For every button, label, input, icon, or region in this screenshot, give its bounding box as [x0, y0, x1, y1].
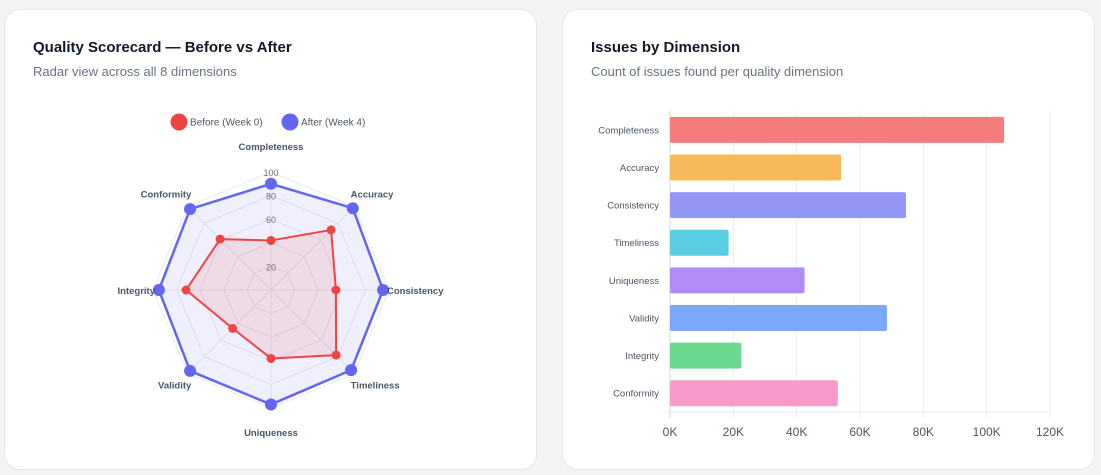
radar-point [331, 285, 341, 295]
radar-point [331, 350, 341, 360]
radar-legend: Before (Week 0) After (Week 4) [170, 113, 365, 131]
radar-card-title: Quality Scorecard — Before vs After [33, 39, 292, 56]
bar [670, 229, 729, 256]
bar-category-label: Completeness [598, 125, 659, 136]
legend-swatch-icon [281, 113, 299, 131]
bar-x-tick-label: 80K [913, 425, 934, 439]
radar-point [228, 323, 238, 333]
radar-point [152, 284, 165, 296]
legend-swatch-icon [170, 113, 188, 131]
radar-tick-label: 60 [266, 215, 276, 225]
radar-axis-label: Validity [158, 380, 192, 391]
radar-tick-label: 20 [266, 262, 276, 272]
radar-point [184, 364, 197, 377]
radar-spoke [270, 206, 355, 291]
bar [670, 304, 887, 331]
bar [670, 116, 1005, 143]
radar-point [265, 398, 277, 411]
bar-x-tick-label: 40K [786, 425, 807, 439]
bar-x-tick-label: 20K [723, 425, 744, 439]
radar-point [326, 225, 336, 235]
bar [670, 342, 742, 369]
radar-axis-label: Accuracy [351, 190, 394, 201]
bar-category-label: Integrity [625, 351, 659, 362]
bar-x-tick-label: 100K [973, 425, 1001, 439]
radar-spoke [187, 289, 272, 374]
radar-point [377, 284, 390, 296]
bar-category-label: Validity [629, 313, 659, 324]
bar-x-tick-label: 120K [1036, 425, 1064, 439]
radar-point [266, 353, 276, 363]
radar-card: Quality Scorecard — Before vs After Rada… [4, 9, 537, 470]
radar-point [184, 203, 197, 216]
radar-axis-label: Conformity [141, 190, 192, 201]
bar-category-label: Timeliness [614, 238, 659, 249]
legend-label: After (Week 4) [301, 118, 365, 129]
bar-category-label: Consistency [607, 201, 659, 212]
radar-point [345, 364, 358, 377]
radar-axis-label: Uniqueness [244, 428, 298, 439]
radar-point [215, 234, 225, 244]
radar-axis-label: Integrity [118, 286, 156, 297]
bar-card: Issues by Dimension Count of issues foun… [562, 9, 1095, 470]
radar-spoke [187, 206, 272, 291]
bar [670, 380, 838, 407]
radar-point [346, 202, 359, 215]
bar-card-title: Issues by Dimension [591, 39, 741, 56]
radar-axis-label: Completeness [239, 142, 304, 153]
radar-point [181, 285, 191, 295]
radar-point [265, 177, 277, 190]
radar-tick-label: 100 [263, 168, 278, 178]
radar-card-subtitle: Radar view across all 8 dimensions [33, 64, 237, 79]
radar-axis-label: Consistency [387, 286, 444, 297]
bar-category-label: Conformity [613, 389, 659, 400]
bar [670, 192, 906, 219]
bar-category-label: Uniqueness [609, 276, 659, 287]
bar-card-subtitle: Count of issues found per quality dimens… [591, 64, 844, 79]
bar-x-tick-label: 60K [849, 425, 870, 439]
legend-label: Before (Week 0) [190, 118, 263, 129]
bar-category-label: Accuracy [620, 163, 659, 174]
bar-x-tick-label: 0K [663, 425, 678, 439]
radar-axis-label: Timeliness [351, 380, 400, 391]
bar-chart: 0K 20K 40K 60K 80K 100K 120K Completeness Accura… [598, 111, 1064, 439]
radar-point [266, 235, 276, 245]
bar [670, 154, 841, 181]
radar-chart: 20 60 80 100 Completeness Accuracy Consistency… [118, 113, 444, 439]
radar-spoke [270, 289, 355, 374]
radar-tick-label: 80 [266, 192, 276, 202]
bar [670, 267, 805, 294]
